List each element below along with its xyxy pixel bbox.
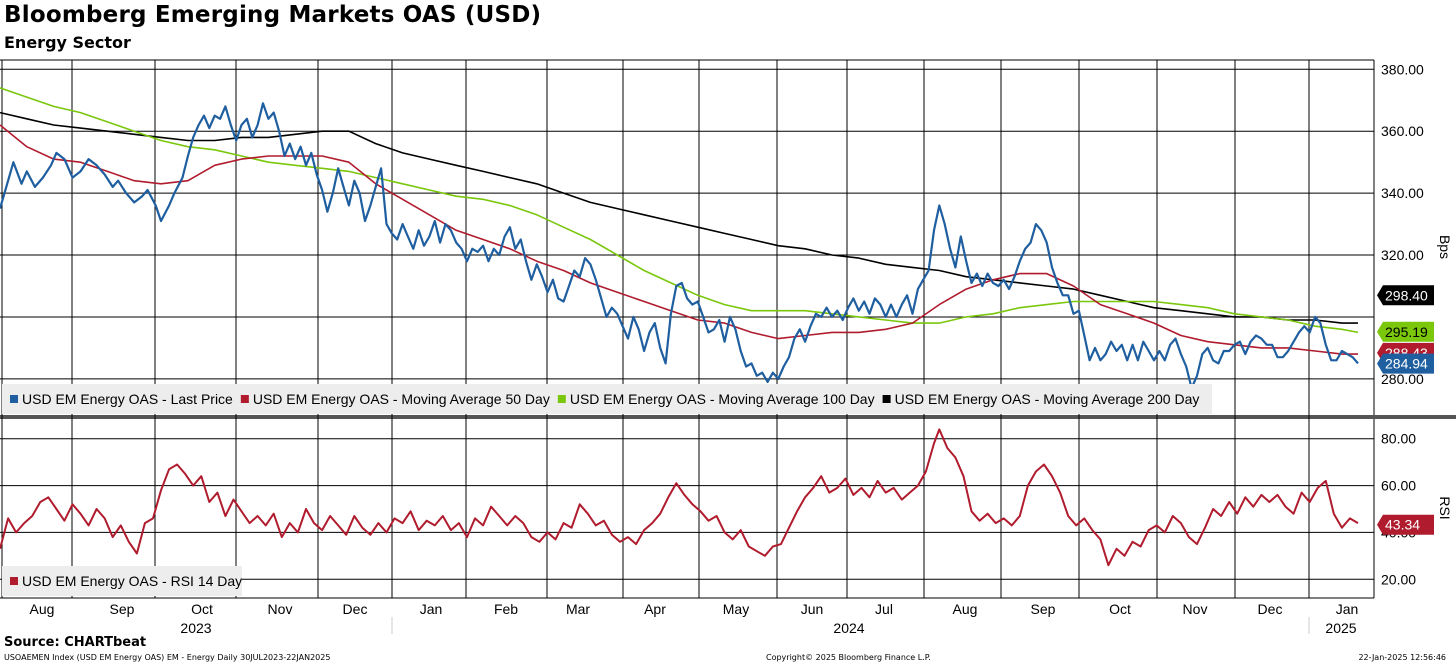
axes: 380.00 360.00 340.00 320.00 280.00 Bps 80.00 60…: [30, 61, 1453, 636]
month-label: Jan: [420, 601, 443, 617]
source-note: Source: CHARTbeat: [4, 635, 147, 650]
rsi-line: [0, 428, 1359, 567]
month-label: Jul: [875, 601, 893, 617]
year-label: 2024: [833, 620, 864, 636]
month-label: Sep: [1031, 601, 1056, 617]
last-price-tag: 284.94: [1377, 353, 1434, 374]
rsi-last-tag-bg: [1377, 514, 1434, 535]
month-label: Apr: [644, 601, 666, 617]
timestamp: 22-Jan-2025 12:56:46: [1358, 653, 1446, 662]
month-label: Aug: [30, 601, 55, 617]
month-label: Oct: [191, 601, 213, 617]
price-ytick-label: 360.00: [1381, 123, 1424, 139]
price-ytick-label: 380.00: [1381, 61, 1424, 77]
index-info: USOAEMEN Index (USD EM Energy OAS) EM - …: [4, 653, 331, 662]
price-legend-swatch: [882, 395, 891, 403]
ma100-line: [0, 87, 1359, 334]
month-label: May: [723, 601, 749, 617]
chart-title: Bloomberg Emerging Markets OAS (USD): [4, 2, 542, 28]
price-legend-label: USD EM Energy OAS - Moving Average 50 Da…: [253, 391, 550, 407]
legends: USD EM Energy OAS - Last Price USD EM Ene…: [2, 384, 1212, 596]
chart-canvas: 380.00 360.00 340.00 320.00 280.00 Bps 80.00 60…: [0, 59, 1456, 636]
year-label: 2025: [1325, 620, 1356, 636]
price-ytick-label: 340.00: [1381, 185, 1424, 201]
price-legend-label: USD EM Energy OAS - Moving Average 200 D…: [895, 391, 1200, 407]
rsi-ytick-label: 60.00: [1381, 478, 1416, 494]
copyright: Copyright© 2025 Bloomberg Finance L.P.: [766, 653, 931, 662]
month-label: Jun: [801, 601, 824, 617]
price-ytick-label: 280.00: [1381, 371, 1424, 387]
price-legend-label: USD EM Energy OAS - Moving Average 100 D…: [570, 391, 875, 407]
price-legend-swatch: [10, 395, 18, 403]
price-ytick-label: 320.00: [1381, 247, 1424, 263]
month-label: Aug: [953, 601, 978, 617]
month-label: Nov: [268, 601, 293, 617]
month-label: Sep: [110, 601, 135, 617]
month-label: Dec: [343, 601, 368, 617]
rsi-legend-swatch: [10, 577, 18, 585]
last-price-tag-bg: [1377, 353, 1434, 374]
month-label: Jan: [1336, 601, 1359, 617]
ma100-last-tag-bg: [1377, 321, 1434, 342]
rsi-last-tag-value: 43.34: [1385, 517, 1420, 533]
month-label: Mar: [566, 601, 590, 617]
year-label: 2023: [180, 620, 211, 636]
last-price-line: [0, 102, 1359, 390]
price-legend-swatch: [240, 395, 249, 403]
ma100-last-tag: 295.19: [1377, 321, 1434, 342]
rsi-ylabel: RSI: [1437, 496, 1453, 519]
rsi-legend-label: USD EM Energy OAS - RSI 14 Day: [22, 573, 242, 589]
price-ylabel: Bps: [1437, 235, 1453, 259]
last-price-tag-value: 284.94: [1385, 356, 1428, 372]
ma200-last-tag: 298.40: [1377, 285, 1434, 306]
rsi-legend-box: [2, 566, 242, 596]
ma50-line: [0, 124, 1358, 355]
rsi-ytick-label: 20.00: [1381, 571, 1416, 587]
price-legend-box: [2, 384, 1212, 414]
rsi-last-tag: 43.34: [1377, 514, 1434, 535]
month-label: Nov: [1183, 601, 1208, 617]
rsi-ytick-label: 80.00: [1381, 431, 1416, 447]
month-label: Oct: [1109, 601, 1131, 617]
ma200-line: [0, 111, 1358, 324]
price-legend-swatch: [557, 395, 566, 403]
price-legend-label: USD EM Energy OAS - Last Price: [22, 391, 233, 407]
month-label: Feb: [494, 601, 518, 617]
ma100-last-tag-value: 295.19: [1385, 324, 1428, 340]
panel-divider: [0, 415, 1456, 419]
series-lines: [0, 87, 1359, 567]
chart-subtitle: Energy Sector: [4, 33, 131, 52]
month-label: Dec: [1258, 601, 1283, 617]
ma200-last-tag-bg: [1377, 285, 1434, 306]
ma200-last-tag-value: 298.40: [1385, 287, 1428, 303]
